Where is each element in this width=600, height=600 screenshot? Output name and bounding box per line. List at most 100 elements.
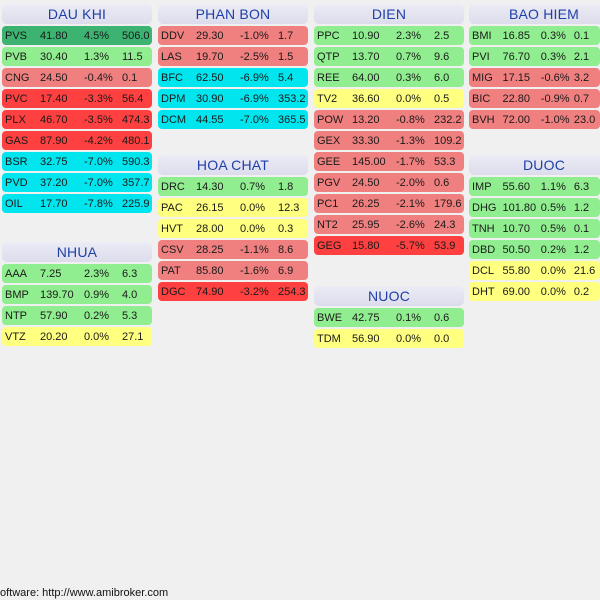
volume: 0.0 bbox=[434, 332, 450, 345]
ticker-symbol: PVS bbox=[5, 29, 28, 42]
stock-row-pac[interactable]: PAC 26.15 0.0% 12.3 bbox=[158, 198, 308, 217]
group-bao-hiem: BAO HIEM BMI 16.85 0.3% 0.1 PVI 76.70 0.3% 2.1 M… bbox=[469, 4, 600, 131]
percent-change: -0.4% bbox=[84, 71, 113, 84]
stock-row-oil[interactable]: OIL 17.70 -7.8% 225.9 bbox=[2, 194, 152, 213]
volume: 56.4 bbox=[122, 92, 144, 105]
percent-change: 0.2% bbox=[540, 243, 566, 256]
stock-row-dcm[interactable]: DCM 44.55 -7.0% 365.5 bbox=[158, 110, 308, 129]
stock-row-nt2[interactable]: NT2 25.95 -2.6% 24.3 bbox=[314, 215, 464, 234]
stock-row-dgc[interactable]: DGC 74.90 -3.2% 254.3 bbox=[158, 282, 308, 301]
stock-row-dpm[interactable]: DPM 30.90 -6.9% 353.2 bbox=[158, 89, 308, 108]
stock-row-tv2[interactable]: TV2 36.60 0.0% 0.5 bbox=[314, 89, 464, 108]
stock-row-dht[interactable]: DHT 69.00 0.0% 0.2 bbox=[469, 282, 600, 301]
stock-row-pvi[interactable]: PVI 76.70 0.3% 2.1 bbox=[469, 47, 600, 66]
stock-row-gas[interactable]: GAS 87.90 -4.2% 480.1 bbox=[2, 131, 152, 150]
group-header: BAO HIEM bbox=[469, 4, 600, 24]
price: 13.70 bbox=[352, 50, 380, 63]
stock-row-ppc[interactable]: PPC 10.90 2.3% 2.5 bbox=[314, 26, 464, 45]
volume: 6.9 bbox=[278, 264, 294, 277]
stock-row-pat[interactable]: PAT 85.80 -1.6% 6.9 bbox=[158, 261, 308, 280]
stock-row-pvb[interactable]: PVB 30.40 1.3% 11.5 bbox=[2, 47, 152, 66]
stock-row-ree[interactable]: REE 64.00 0.3% 6.0 bbox=[314, 68, 464, 87]
percent-change: -1.3% bbox=[396, 134, 425, 147]
stock-row-plx[interactable]: PLX 46.70 -3.5% 474.3 bbox=[2, 110, 152, 129]
stock-row-dcl[interactable]: DCL 55.80 0.0% 21.6 bbox=[469, 261, 600, 280]
ticker-symbol: IMP bbox=[472, 180, 492, 193]
group-rows: PVS 41.80 4.5% 506.0 PVB 30.40 1.3% 11.5 CNG 24.5… bbox=[2, 26, 152, 213]
percent-change: 0.0% bbox=[540, 285, 566, 298]
stock-row-pow[interactable]: POW 13.20 -0.8% 232.2 bbox=[314, 110, 464, 129]
ticker-symbol: BVH bbox=[472, 113, 495, 126]
stock-row-pvc[interactable]: PVC 17.40 -3.3% 56.4 bbox=[2, 89, 152, 108]
percent-change: 0.3% bbox=[540, 29, 566, 42]
percent-change: 0.1% bbox=[396, 311, 422, 324]
ticker-symbol: DBD bbox=[472, 243, 496, 256]
stock-row-las[interactable]: LAS 19.70 -2.5% 1.5 bbox=[158, 47, 308, 66]
stock-row-tnh[interactable]: TNH 10.70 0.5% 0.1 bbox=[469, 219, 600, 238]
stock-row-pc1[interactable]: PC1 26.25 -2.1% 179.6 bbox=[314, 194, 464, 213]
stock-row-bfc[interactable]: BFC 62.50 -6.9% 5.4 bbox=[158, 68, 308, 87]
volume: 0.6 bbox=[434, 311, 450, 324]
stock-row-bmi[interactable]: BMI 16.85 0.3% 0.1 bbox=[469, 26, 600, 45]
stock-row-mig[interactable]: MIG 17.15 -0.6% 3.2 bbox=[469, 68, 600, 87]
stock-row-qtp[interactable]: QTP 13.70 0.7% 9.6 bbox=[314, 47, 464, 66]
price: 7.25 bbox=[40, 267, 62, 280]
percent-change: -6.9% bbox=[240, 71, 269, 84]
volume: 8.6 bbox=[278, 243, 294, 256]
percent-change: -2.5% bbox=[240, 50, 269, 63]
ticker-symbol: AAA bbox=[5, 267, 28, 280]
percent-change: 0.2% bbox=[84, 309, 110, 322]
group-rows: DDV 29.30 -1.0% 1.7 LAS 19.70 -2.5% 1.5 BFC 62.50… bbox=[158, 26, 308, 129]
percent-change: 0.3% bbox=[540, 50, 566, 63]
stock-row-tdm[interactable]: TDM 56.90 0.0% 0.0 bbox=[314, 329, 464, 348]
stock-row-pgv[interactable]: PGV 24.50 -2.0% 0.6 bbox=[314, 173, 464, 192]
stock-row-dbd[interactable]: DBD 50.50 0.2% 1.2 bbox=[469, 240, 600, 259]
percent-change: 0.0% bbox=[396, 332, 422, 345]
stock-row-hvt[interactable]: HVT 28.00 0.0% 0.3 bbox=[158, 219, 308, 238]
percent-change: -3.2% bbox=[240, 285, 269, 298]
stock-row-pvd[interactable]: PVD 37.20 -7.0% 357.7 bbox=[2, 173, 152, 192]
stock-row-ddv[interactable]: DDV 29.30 -1.0% 1.7 bbox=[158, 26, 308, 45]
price: 10.90 bbox=[352, 29, 380, 42]
percent-change: -1.0% bbox=[540, 113, 570, 126]
stock-row-bsr[interactable]: BSR 32.75 -7.0% 590.3 bbox=[2, 152, 152, 171]
price: 101.80 bbox=[502, 201, 537, 214]
ticker-symbol: PGV bbox=[317, 176, 341, 189]
ticker-symbol: BFC bbox=[161, 71, 183, 84]
stock-row-geg[interactable]: GEG 15.80 -5.7% 53.9 bbox=[314, 236, 464, 255]
stock-row-bic[interactable]: BIC 22.80 -0.9% 0.7 bbox=[469, 89, 600, 108]
price: 26.25 bbox=[352, 197, 380, 210]
percent-change: 0.0% bbox=[240, 201, 266, 214]
ticker-symbol: GEG bbox=[317, 239, 342, 252]
stock-row-gee[interactable]: GEE 145.00 -1.7% 53.3 bbox=[314, 152, 464, 171]
price: 74.90 bbox=[196, 285, 224, 298]
stock-row-bmp[interactable]: BMP 139.70 0.9% 4.0 bbox=[2, 285, 152, 304]
stock-row-bvh[interactable]: BVH 72.00 -1.0% 23.0 bbox=[469, 110, 600, 129]
ticker-symbol: PVB bbox=[5, 50, 28, 63]
stock-row-cng[interactable]: CNG 24.50 -0.4% 0.1 bbox=[2, 68, 152, 87]
group-nhua: NHUA AAA 7.25 2.3% 6.3 BMP 139.70 0.9% 4.0 NTP 57… bbox=[2, 242, 152, 348]
stock-row-bwe[interactable]: BWE 42.75 0.1% 0.6 bbox=[314, 308, 464, 327]
ticker-symbol: GAS bbox=[5, 134, 29, 147]
ticker-symbol: DHT bbox=[472, 285, 495, 298]
volume: 474.3 bbox=[122, 113, 150, 126]
stock-row-aaa[interactable]: AAA 7.25 2.3% 6.3 bbox=[2, 264, 152, 283]
stock-row-imp[interactable]: IMP 55.60 1.1% 6.3 bbox=[469, 177, 600, 196]
price: 19.70 bbox=[196, 50, 224, 63]
ticker-symbol: DDV bbox=[161, 29, 185, 42]
volume: 3.2 bbox=[573, 71, 590, 84]
volume: 0.2 bbox=[573, 285, 590, 298]
ticker-symbol: GEE bbox=[317, 155, 341, 168]
stock-row-ntp[interactable]: NTP 57.90 0.2% 5.3 bbox=[2, 306, 152, 325]
volume: 357.7 bbox=[122, 176, 150, 189]
stock-row-vtz[interactable]: VTZ 20.20 0.0% 27.1 bbox=[2, 327, 152, 346]
percent-change: -0.6% bbox=[540, 71, 570, 84]
price: 36.60 bbox=[352, 92, 380, 105]
stock-row-csv[interactable]: CSV 28.25 -1.1% 8.6 bbox=[158, 240, 308, 259]
price: 85.80 bbox=[196, 264, 224, 277]
group-header: DIEN bbox=[314, 4, 464, 24]
stock-row-pvs[interactable]: PVS 41.80 4.5% 506.0 bbox=[2, 26, 152, 45]
stock-row-dhg[interactable]: DHG 101.80 0.5% 1.2 bbox=[469, 198, 600, 217]
stock-row-drc[interactable]: DRC 14.30 0.7% 1.8 bbox=[158, 177, 308, 196]
stock-row-gex[interactable]: GEX 33.30 -1.3% 109.2 bbox=[314, 131, 464, 150]
